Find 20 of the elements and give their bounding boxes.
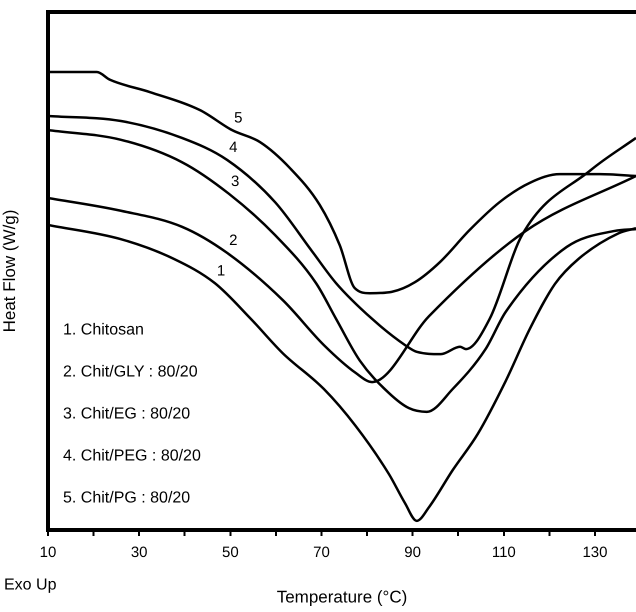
x-tick-label: 50: [222, 544, 239, 562]
x-tick-label: 30: [130, 544, 148, 562]
x-axis-title: Temperature (°C): [276, 587, 408, 606]
x-tick-label: 90: [404, 544, 421, 562]
series-label: 1: [216, 262, 226, 280]
x-tick-label: 10: [40, 544, 56, 562]
series-label: 2: [229, 232, 238, 250]
x-tick-label: 130: [582, 544, 608, 562]
annotation: 5. Chit/PG : 80/20: [63, 489, 190, 506]
series-label: 3: [230, 172, 240, 190]
series-label: 5: [234, 109, 242, 126]
y-axis-title: Heat Flow (W/g): [0, 210, 19, 332]
series-label: 4: [229, 139, 238, 156]
annotation: 3. Chit/EG : 80/20: [63, 405, 190, 422]
x-tick-label: 110: [492, 544, 516, 562]
x-tick-label: 70: [313, 544, 330, 562]
text: Exo Up: [4, 576, 57, 594]
annotation: 1. Chitosan: [63, 321, 144, 338]
annotation: 2. Chit/GLY : 80/20: [63, 363, 198, 380]
annotation: 4. Chit/PEG : 80/20: [63, 447, 201, 464]
